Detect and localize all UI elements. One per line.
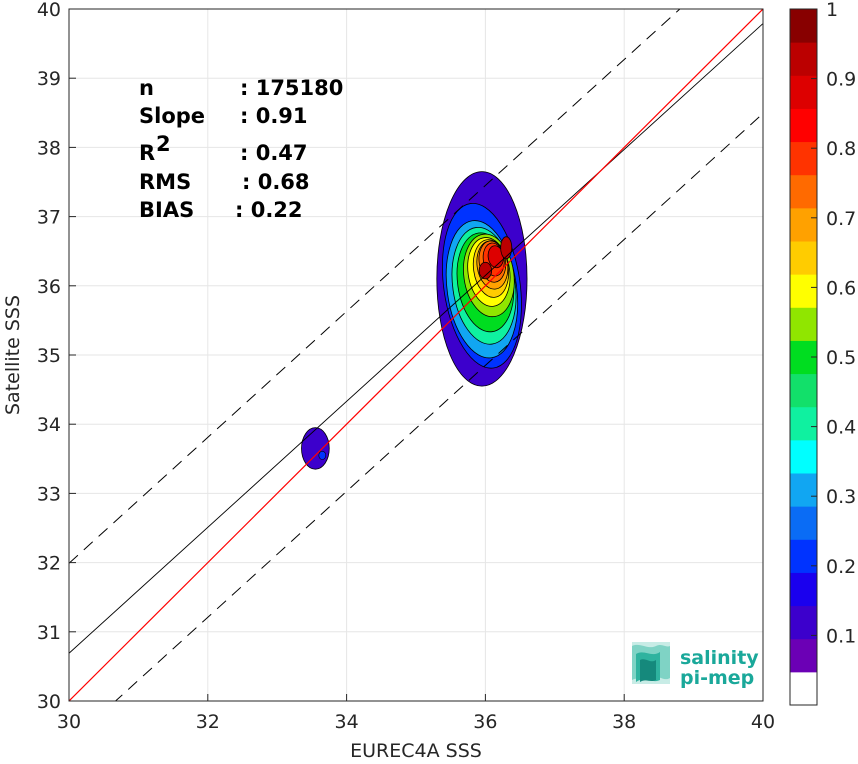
salinity-pi-mep-logo: salinity pi-mep [632, 642, 759, 689]
regression-line [69, 23, 763, 654]
y-tick-label: 31 [37, 622, 61, 644]
y-tick-label: 32 [37, 553, 61, 575]
stat-value: : 0.22 [235, 198, 303, 222]
colorbar-segment [790, 307, 817, 341]
y-tick-label: 30 [37, 691, 61, 713]
colorbar-tick-label: 0.1 [826, 625, 856, 647]
y-tick-label: 38 [37, 137, 61, 159]
x-tick-label: 32 [196, 711, 220, 733]
lower-bound-line [114, 113, 763, 701]
stat-label: BIAS [139, 198, 194, 222]
x-tick-label: 38 [612, 711, 636, 733]
colorbar-segment [790, 241, 817, 275]
colorbar-segment [790, 671, 817, 706]
colorbar-tick-label: 0.7 [826, 208, 856, 230]
y-axis-label: Satellite SSS [2, 295, 24, 415]
y-tick-label: 37 [37, 207, 61, 229]
x-tick-label: 40 [751, 711, 775, 733]
colorbar-segment [790, 539, 817, 573]
colorbar-tick-label: 0.3 [826, 486, 856, 508]
colorbar-segment [790, 75, 817, 109]
stat-label: Slope [139, 104, 205, 128]
y-tick-label: 33 [37, 483, 61, 505]
stat-superscript: 2 [156, 132, 171, 156]
colorbar: 0.1 0.2 0.3 0.4 0.5 0.6 0.7 0.8 0.9 1 [789, 0, 856, 706]
logo-text-salinity: salinity [680, 647, 759, 669]
x-axis-label: EUREC4A SSS [350, 740, 482, 762]
minor-density-core [318, 450, 327, 460]
upper-bound-line [69, 9, 681, 564]
y-tick-label: 35 [37, 345, 61, 367]
colorbar-segment [790, 439, 817, 474]
colorbar-tick-label: 1 [826, 0, 838, 21]
x-tick-label: 36 [473, 711, 497, 733]
stat-value: : 0.68 [242, 170, 310, 194]
colorbar-segment [790, 141, 817, 176]
x-ticks: 30 32 34 36 38 40 [57, 694, 775, 733]
x-tick-label: 34 [335, 711, 359, 733]
y-tick-label: 36 [37, 276, 61, 298]
colorbar-tick-label: 0.5 [826, 347, 856, 369]
colorbar-segment [790, 108, 817, 143]
colorbar-tick-label: 0.4 [826, 417, 856, 439]
colorbar-segment [790, 473, 817, 507]
colorbar-segment [790, 506, 817, 540]
density-peak [478, 261, 493, 280]
stat-value: : 175180 [240, 76, 343, 100]
colorbar-segment [790, 42, 817, 76]
colorbar-segment [790, 572, 817, 607]
stat-label: R [139, 141, 155, 165]
colorbar-tick-label: 0.8 [826, 138, 856, 160]
colorbar-segment [790, 9, 817, 43]
y-tick-label: 39 [37, 68, 61, 90]
colorbar-segment [790, 605, 817, 640]
colorbar-segment [790, 406, 817, 441]
stat-value: : 0.91 [240, 104, 308, 128]
colorbar-tick-label: 0.6 [826, 277, 856, 299]
stats-box: n : 175180 Slope : 0.91 R 2 : 0.47 RMS : 0.68 BIA… [139, 76, 343, 222]
colorbar-segment [790, 274, 817, 308]
stat-value: : 0.47 [240, 141, 308, 165]
logo-text-pimep: pi-mep [680, 667, 754, 689]
colorbar-segment [790, 638, 817, 673]
stat-label: n [139, 76, 154, 100]
density-peak [500, 236, 513, 260]
y-tick-label: 40 [37, 0, 61, 21]
colorbar-tick-label: 0.2 [826, 556, 856, 578]
y-ticks: 30 31 32 33 34 35 36 37 38 39 40 [37, 0, 76, 713]
y-tick-label: 34 [37, 414, 61, 436]
colorbar-segment [790, 373, 817, 408]
colorbar-segment [790, 207, 817, 242]
reference-lines [69, 9, 763, 701]
colorbar-tick-label: 0.9 [826, 69, 856, 91]
one-to-one-line [69, 9, 763, 701]
stat-label: RMS [139, 170, 191, 194]
grid [68, 8, 764, 702]
minor-density-blob [301, 427, 330, 470]
colorbar-segment [790, 174, 817, 209]
x-tick-label: 30 [57, 711, 81, 733]
